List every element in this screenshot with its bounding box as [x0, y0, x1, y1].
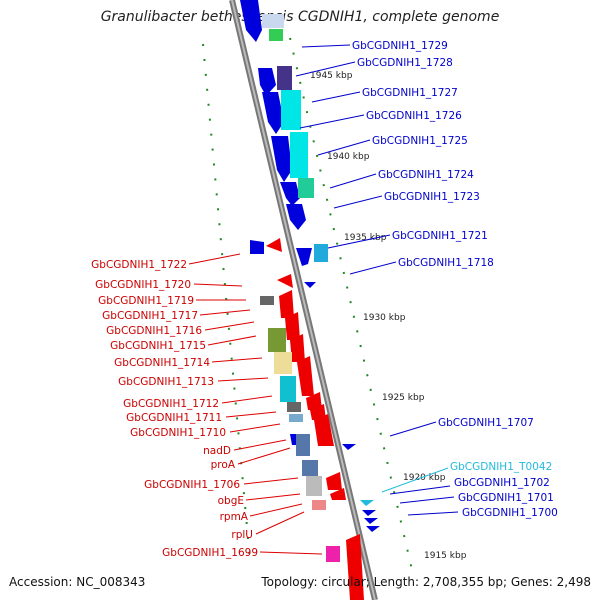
- gene-label[interactable]: obgE: [218, 495, 244, 507]
- ruler-tick: 1925 kbp: [382, 393, 425, 403]
- ruler-tick: 1930 kbp: [363, 313, 406, 323]
- right-label-group: GbCGDNIH1_1729 GbCGDNIH1_1728 GbCGDNIH1_…: [352, 40, 558, 519]
- gene-block: [326, 546, 340, 562]
- gene-label[interactable]: GbCGDNIH1_1710: [130, 427, 226, 439]
- gene-block: [306, 476, 322, 496]
- gene-label[interactable]: GbCGDNIH1_1727: [362, 87, 458, 99]
- gene-label[interactable]: GbCGDNIH1_1699: [162, 547, 258, 559]
- gene-block: [260, 296, 274, 305]
- gene-label[interactable]: GbCGDNIH1_1729: [352, 40, 448, 52]
- gene-label[interactable]: proA: [211, 459, 236, 471]
- gene-label[interactable]: GbCGDNIH1_1723: [384, 191, 480, 203]
- gene-block: [289, 414, 303, 422]
- gene-block: [280, 376, 296, 402]
- gene-label[interactable]: nadD: [203, 445, 231, 457]
- gene-label[interactable]: GbCGDNIH1_1719: [98, 295, 194, 307]
- ruler-tick: 1920 kbp: [403, 473, 446, 483]
- gene-block: [269, 29, 283, 41]
- gene-block: [287, 402, 301, 412]
- gene-label[interactable]: rpmA: [220, 511, 249, 523]
- map-title: Granulibacter bethesdensis CGDNIH1, comp…: [100, 9, 500, 25]
- gene-label[interactable]: GbCGDNIH1_1728: [357, 57, 453, 69]
- gene-block: [314, 244, 328, 262]
- gene-label[interactable]: GbCGDNIH1_1721: [392, 230, 488, 242]
- gene-block: [312, 500, 326, 510]
- gene-label[interactable]: GbCGDNIH1_1718: [398, 257, 494, 269]
- gene-label[interactable]: GbCGDNIH1_1700: [462, 507, 558, 519]
- gene-label[interactable]: GbCGDNIH1_1714: [114, 357, 210, 369]
- ruler-tick: 1935 kbp: [344, 233, 387, 243]
- gene-block: [274, 352, 292, 374]
- gene-label[interactable]: rplU: [231, 529, 253, 541]
- forward-genes: [240, 0, 312, 445]
- left-leaders: [188, 253, 323, 555]
- ruler-tick: 1940 kbp: [327, 152, 370, 162]
- gene-label[interactable]: GbCGDNIH1_1720: [95, 279, 191, 291]
- gene-label[interactable]: GbCGDNIH1_1712: [123, 398, 219, 410]
- gene-label[interactable]: GbCGDNIH1_T0042: [450, 461, 552, 473]
- ruler-tick: 1915 kbp: [424, 551, 467, 561]
- right-leaders: [295, 44, 459, 516]
- gene-label[interactable]: GbCGDNIH1_1717: [102, 310, 198, 322]
- gene-label[interactable]: GbCGDNIH1_1702: [454, 477, 550, 489]
- reverse-genes: [266, 238, 364, 600]
- genome-summary-text: Topology: circular; Length: 2,708,355 bp…: [261, 575, 591, 589]
- gene-label[interactable]: GbCGDNIH1_1715: [110, 340, 206, 352]
- gene-label[interactable]: GbCGDNIH1_1716: [106, 325, 202, 337]
- gene-label[interactable]: GbCGDNIH1_1711: [126, 412, 222, 424]
- gene-label[interactable]: GbCGDNIH1_1726: [366, 110, 462, 122]
- gene-block: [281, 90, 301, 130]
- right-tick-track: [289, 37, 413, 571]
- gene-label[interactable]: GbCGDNIH1_1707: [438, 417, 534, 429]
- gene-block: [268, 328, 286, 352]
- gene-block: [296, 434, 310, 456]
- gene-block: [290, 132, 308, 178]
- gene-block: [277, 66, 292, 90]
- ruler-tick: 1945 kbp: [310, 71, 353, 81]
- accession-text: Accession: NC_008343: [9, 575, 146, 589]
- gene-block: [298, 178, 314, 198]
- gene-label[interactable]: GbCGDNIH1_1701: [458, 492, 554, 504]
- gene-label[interactable]: GbCGDNIH1_1722: [91, 259, 187, 271]
- gene-block: [262, 14, 284, 28]
- gene-label[interactable]: GbCGDNIH1_1725: [372, 135, 468, 147]
- gene-block: [302, 460, 318, 476]
- ruler-ticks: 1945 kbp 1940 kbp 1935 kbp 1930 kbp 1925…: [310, 71, 467, 561]
- gene-label[interactable]: GbCGDNIH1_1713: [118, 376, 214, 388]
- left-label-group: GbCGDNIH1_1722 GbCGDNIH1_1720 GbCGDNIH1_…: [91, 259, 258, 559]
- gene-label[interactable]: GbCGDNIH1_1724: [378, 169, 474, 181]
- gene-label[interactable]: GbCGDNIH1_1706: [144, 479, 240, 491]
